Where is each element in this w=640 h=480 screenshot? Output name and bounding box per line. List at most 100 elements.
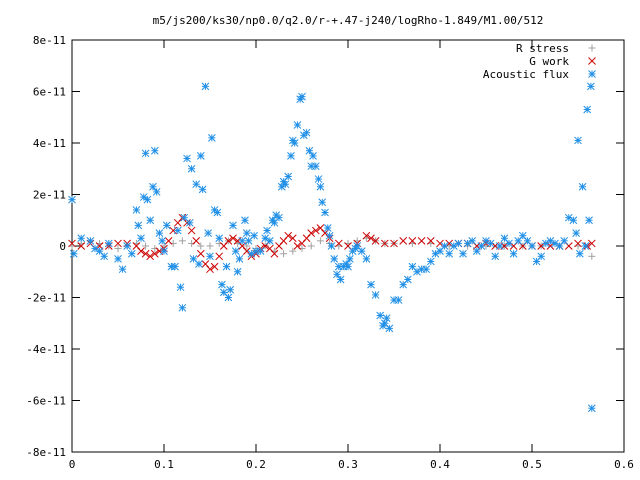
acoustic-flux-point xyxy=(143,195,152,204)
acoustic-flux-point xyxy=(134,221,143,230)
g-work-point xyxy=(114,239,122,248)
x-tick-label: 0.6 xyxy=(614,458,634,471)
acoustic-flux-point xyxy=(229,221,237,230)
acoustic-flux-point xyxy=(454,239,463,248)
acoustic-flux-point xyxy=(195,260,203,268)
g-work-point xyxy=(192,236,201,245)
r-stress-point xyxy=(316,237,324,245)
legend-marker xyxy=(588,70,596,78)
acoustic-flux-point xyxy=(241,216,249,225)
acoustic-flux-point xyxy=(327,242,336,250)
g-work-point xyxy=(362,231,371,240)
legend-label: R stress xyxy=(516,42,569,55)
acoustic-flux-point xyxy=(250,231,259,240)
legend-marker xyxy=(588,44,596,52)
acoustic-flux-point xyxy=(583,105,592,114)
acoustic-flux-point xyxy=(167,262,176,271)
acoustic-flux-point xyxy=(468,236,477,245)
acoustic-flux-point xyxy=(298,92,306,101)
acoustic-flux-point xyxy=(189,255,198,263)
acoustic-flux-point xyxy=(509,249,518,258)
acoustic-flux-point xyxy=(185,218,194,227)
acoustic-flux-point xyxy=(173,226,182,235)
acoustic-flux-point xyxy=(336,275,345,284)
acoustic-flux-point xyxy=(491,252,500,261)
acoustic-flux-point xyxy=(426,257,435,266)
g-work-point xyxy=(68,239,76,248)
g-work-point xyxy=(390,239,398,248)
acoustic-flux-point xyxy=(263,226,271,235)
acoustic-flux-point xyxy=(371,291,380,299)
g-work-point xyxy=(288,234,297,243)
acoustic-flux-point xyxy=(160,247,168,256)
acoustic-flux-point xyxy=(436,247,444,256)
g-work-point xyxy=(150,249,159,258)
acoustic-flux-point xyxy=(224,293,233,302)
y-tick-label: 8e-11 xyxy=(33,34,66,47)
y-tick-label: 0 xyxy=(59,240,66,253)
g-work-point xyxy=(417,236,426,245)
r-stress-point xyxy=(280,250,288,258)
g-work-point xyxy=(164,236,173,245)
acoustic-flux-point xyxy=(403,275,412,284)
g-work-point xyxy=(426,236,435,245)
acoustic-flux-point xyxy=(486,239,495,248)
acoustic-flux-point xyxy=(104,239,113,248)
acoustic-flux-point xyxy=(158,236,167,245)
r-stress-point xyxy=(289,247,297,255)
acoustic-flux-point xyxy=(155,229,164,237)
acoustic-flux-point xyxy=(528,242,536,250)
g-work-point xyxy=(311,226,320,235)
g-work-point xyxy=(187,226,196,235)
acoustic-flux-point xyxy=(290,139,299,147)
acoustic-flux-point xyxy=(587,404,596,413)
acoustic-flux-point xyxy=(146,216,155,225)
acoustic-flux-point xyxy=(233,267,242,276)
g-work-point xyxy=(210,262,219,271)
r-stress-point xyxy=(178,237,186,245)
g-work-point xyxy=(229,234,237,243)
acoustic-flux-point xyxy=(68,195,76,204)
g-work-point xyxy=(399,236,408,245)
acoustic-flux-point xyxy=(171,262,179,271)
y-tick-label: 2e-11 xyxy=(33,189,66,202)
acoustic-flux-point xyxy=(578,182,587,191)
g-work-point xyxy=(196,249,205,258)
acoustic-flux-point xyxy=(587,82,595,91)
acoustic-flux-point xyxy=(213,208,222,217)
r-stress-point xyxy=(197,242,205,250)
x-axis: 0 0.1 0.2 0.3 0.4 0.5 0.6 xyxy=(69,40,634,471)
acoustic-flux-point xyxy=(321,208,329,217)
acoustic-flux-point xyxy=(495,242,504,250)
r-stress-point xyxy=(142,242,150,250)
acoustic-flux-point xyxy=(206,252,214,261)
acoustic-flux-point xyxy=(86,236,95,245)
acoustic-flux-point xyxy=(287,152,295,160)
x-tick-label: 0.5 xyxy=(522,458,542,471)
acoustic-flux-point xyxy=(537,252,546,261)
acoustic-flux-point xyxy=(256,247,265,256)
x-tick-label: 0 xyxy=(69,458,76,471)
acoustic-flux-point xyxy=(69,249,78,258)
chart-title: m5/js200/ks30/np0.0/q2.0/r-+.47-j240/log… xyxy=(153,14,544,27)
series-2 xyxy=(68,82,596,413)
acoustic-flux-point xyxy=(345,255,354,263)
x-tick-label: 0.2 xyxy=(246,458,266,471)
acoustic-flux-point xyxy=(314,175,323,183)
y-axis: -8e-11 -6e-11 -4e-11 -2e-11 0 2e-11 4e-11 6e-11… xyxy=(26,34,624,459)
acoustic-flux-point xyxy=(284,172,293,181)
acoustic-flux-point xyxy=(459,249,467,258)
g-work-point xyxy=(224,236,233,245)
g-work-point xyxy=(137,247,145,256)
acoustic-flux-point xyxy=(231,247,240,256)
acoustic-flux-point xyxy=(330,255,339,263)
y-tick-label: 4e-11 xyxy=(33,137,66,150)
acoustic-flux-point xyxy=(569,216,578,225)
acoustic-flux-point xyxy=(114,255,122,263)
acoustic-flux-point xyxy=(572,229,581,237)
acoustic-flux-point xyxy=(204,229,213,237)
acoustic-flux-point xyxy=(196,152,205,160)
acoustic-flux-point xyxy=(118,265,127,274)
x-tick-label: 0.4 xyxy=(430,458,450,471)
